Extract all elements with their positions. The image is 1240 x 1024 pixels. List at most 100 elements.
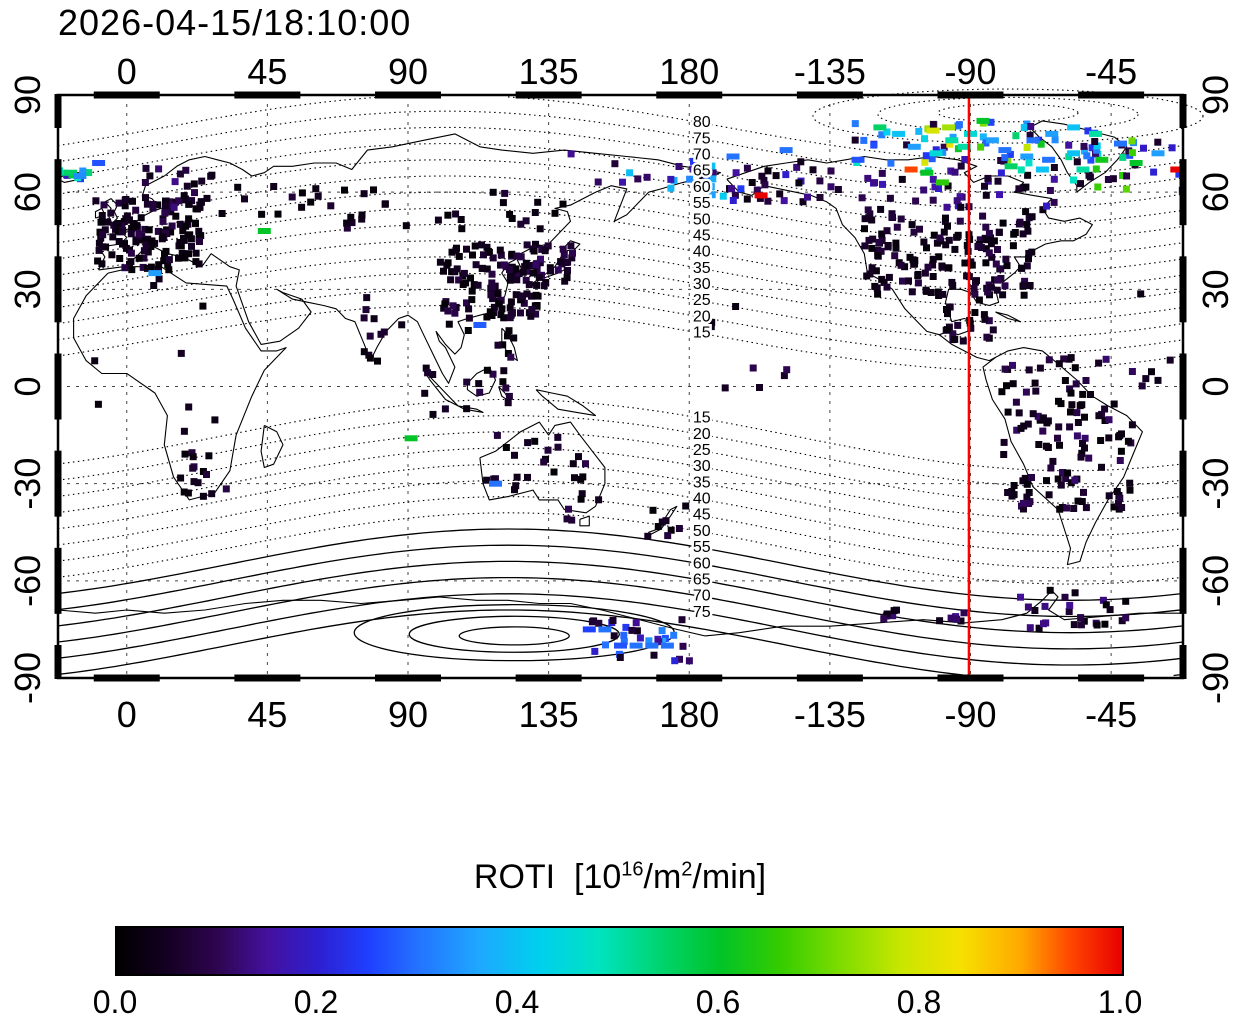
data-point [899, 277, 906, 285]
data-point [1015, 409, 1023, 417]
data-point [493, 289, 501, 297]
data-point [513, 252, 521, 260]
data-point [1034, 412, 1042, 420]
data-point [690, 157, 697, 165]
data-point [554, 443, 562, 451]
lon-tick-label-top: 135 [519, 51, 579, 92]
data-point [1080, 142, 1088, 150]
data-point [507, 298, 515, 306]
data-point [517, 220, 525, 228]
data-point [1093, 146, 1101, 154]
data-point [1071, 364, 1079, 372]
data-point [892, 239, 900, 247]
data-point [374, 357, 381, 365]
data-point [1073, 432, 1081, 440]
data-point [1006, 150, 1014, 158]
data-point [1079, 440, 1086, 447]
data-point [1027, 123, 1035, 130]
data-point [101, 226, 109, 234]
data-point [851, 120, 859, 128]
data-point [1079, 390, 1087, 398]
data-point [863, 272, 871, 280]
data-point [203, 471, 210, 478]
data-point [1070, 505, 1078, 512]
data-point [441, 300, 449, 308]
contour-label: 75 [693, 130, 711, 147]
data-point [519, 292, 526, 300]
data-point [908, 288, 916, 296]
lat-tick-label-left: 30 [7, 269, 48, 309]
data-point [834, 186, 842, 193]
data-point-highlight [976, 117, 990, 124]
data-point [480, 251, 487, 259]
data-point [498, 305, 506, 313]
data-point [1041, 602, 1049, 610]
data-point [662, 517, 670, 525]
data-point [971, 290, 979, 298]
data-point [967, 324, 975, 332]
data-point [667, 175, 675, 183]
data-point [358, 215, 366, 223]
data-point [478, 264, 486, 272]
contour-label: 35 [693, 260, 711, 277]
data-point [1074, 419, 1082, 426]
data-point [675, 525, 683, 532]
data-point [951, 245, 959, 253]
data-point [874, 252, 882, 259]
data-point [883, 227, 891, 235]
data-point [708, 318, 716, 326]
data-point [513, 473, 521, 481]
data-point [934, 288, 942, 296]
data-point [99, 243, 107, 251]
data-point [929, 255, 937, 263]
data-point [940, 143, 948, 151]
data-point [183, 182, 191, 190]
contour-label: 65 [693, 572, 711, 589]
data-point [98, 260, 106, 268]
data-point [939, 148, 947, 156]
data-point [452, 210, 460, 218]
data-point [483, 265, 491, 273]
data-point [737, 185, 745, 193]
coastline [982, 347, 1143, 566]
data-point [1056, 505, 1064, 513]
data-point [1105, 492, 1113, 500]
coastline [104, 198, 118, 225]
data-point [1035, 624, 1043, 632]
data-point [1082, 377, 1090, 384]
lat-tick-label-right: -60 [1195, 555, 1236, 607]
data-point [188, 449, 196, 457]
data-point [1054, 434, 1061, 442]
data-point [983, 236, 991, 244]
data-point [500, 367, 508, 375]
data-point [995, 228, 1003, 236]
data-point-highlight [645, 642, 659, 649]
data-point [129, 220, 137, 227]
colorbar-title-prefix: ROTI [10 [473, 858, 622, 896]
data-point [99, 231, 107, 239]
coastline [995, 311, 1022, 323]
data-point [799, 198, 807, 206]
data-point [1087, 391, 1094, 398]
data-point [141, 236, 149, 244]
data-point [1050, 164, 1058, 171]
data-point [1102, 355, 1110, 363]
data-point [609, 617, 617, 624]
data-point [912, 197, 920, 205]
data-point [165, 256, 173, 264]
data-point [649, 506, 657, 514]
data-point [924, 263, 932, 271]
data-point [1067, 408, 1074, 416]
data-point [865, 236, 873, 244]
data-point [916, 225, 923, 233]
data-point [1020, 422, 1028, 430]
data-point [619, 178, 626, 186]
data-point [827, 167, 835, 175]
data-point [936, 617, 944, 625]
data-point [1093, 142, 1101, 150]
data-point [429, 410, 437, 418]
data-point [563, 273, 571, 281]
data-point [1113, 488, 1121, 495]
colorbar-tick-label: 0.4 [494, 984, 540, 1020]
